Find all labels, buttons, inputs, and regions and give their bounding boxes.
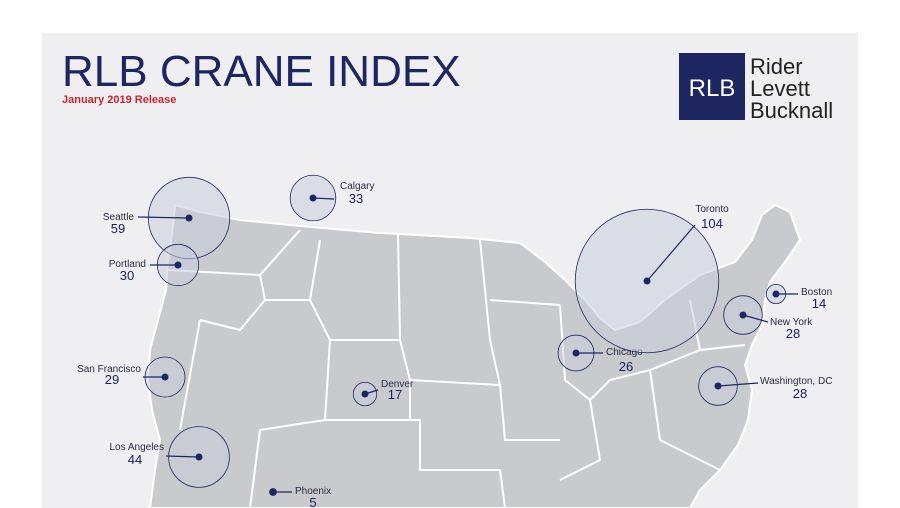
city-name: Calgary: [340, 181, 374, 192]
dot: [174, 261, 182, 269]
city-name: Chicago: [606, 347, 643, 358]
dot: [739, 311, 747, 319]
crane-count: 14: [812, 296, 826, 311]
city-name: Boston: [801, 287, 832, 298]
city-name: New York: [770, 317, 813, 328]
dot: [714, 382, 722, 390]
crane-count: 17: [388, 387, 402, 402]
title: RLB CRANE INDEX: [62, 47, 461, 96]
dot: [772, 290, 780, 298]
leader: [165, 455, 200, 458]
dot: [185, 214, 193, 222]
leader: [717, 382, 759, 387]
crane-count: 28: [786, 326, 800, 341]
city-name: Portland: [109, 259, 146, 270]
crane-count: 26: [619, 359, 633, 374]
leader: [742, 314, 769, 323]
dot: [361, 390, 369, 398]
logo-mark: RLB: [689, 75, 736, 102]
leader: [312, 197, 335, 200]
us-map: [146, 203, 802, 508]
city-name: Denver: [381, 379, 414, 390]
crane-count: 30: [120, 268, 134, 283]
dot: [195, 453, 203, 461]
dot: [309, 194, 317, 202]
crane-count: 5: [309, 495, 316, 508]
crane-count: 33: [349, 191, 363, 206]
dot: [643, 277, 651, 285]
logo-line: Bucknall: [750, 98, 833, 123]
city-name: Toronto: [695, 204, 729, 215]
dot: [269, 488, 277, 496]
city-name: San Francisco: [77, 364, 141, 375]
leader: [646, 224, 696, 282]
crane-count: 104: [701, 216, 723, 231]
logo-line: Levett: [750, 76, 810, 101]
logo-box: [679, 53, 745, 120]
city-name: Seattle: [103, 212, 135, 223]
crane-count: 59: [111, 221, 125, 236]
crane-count: 28: [793, 386, 807, 401]
city-name: Phoenix: [295, 486, 331, 497]
dot: [572, 349, 580, 357]
dot: [161, 373, 169, 381]
city-name: Washington, DC: [760, 376, 832, 387]
crane-count: 44: [128, 452, 142, 467]
crane-count: 29: [105, 372, 119, 387]
logo-line: Rider: [750, 54, 803, 79]
city-name: Los Angeles: [110, 442, 165, 453]
subtitle: January 2019 Release: [62, 94, 176, 106]
leader: [137, 216, 190, 219]
